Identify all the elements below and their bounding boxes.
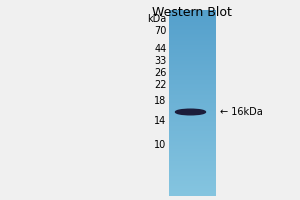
Text: 26: 26 — [154, 68, 167, 78]
Text: 33: 33 — [154, 56, 167, 66]
Text: 22: 22 — [154, 80, 167, 90]
Text: Western Blot: Western Blot — [152, 6, 232, 19]
Text: kDa: kDa — [147, 14, 167, 24]
Text: 10: 10 — [154, 140, 167, 150]
Text: 18: 18 — [154, 96, 167, 106]
Text: 14: 14 — [154, 116, 167, 126]
Text: ← 16kDa: ← 16kDa — [220, 107, 263, 117]
Text: 44: 44 — [154, 44, 167, 54]
Ellipse shape — [176, 109, 206, 115]
Text: 70: 70 — [154, 26, 167, 36]
